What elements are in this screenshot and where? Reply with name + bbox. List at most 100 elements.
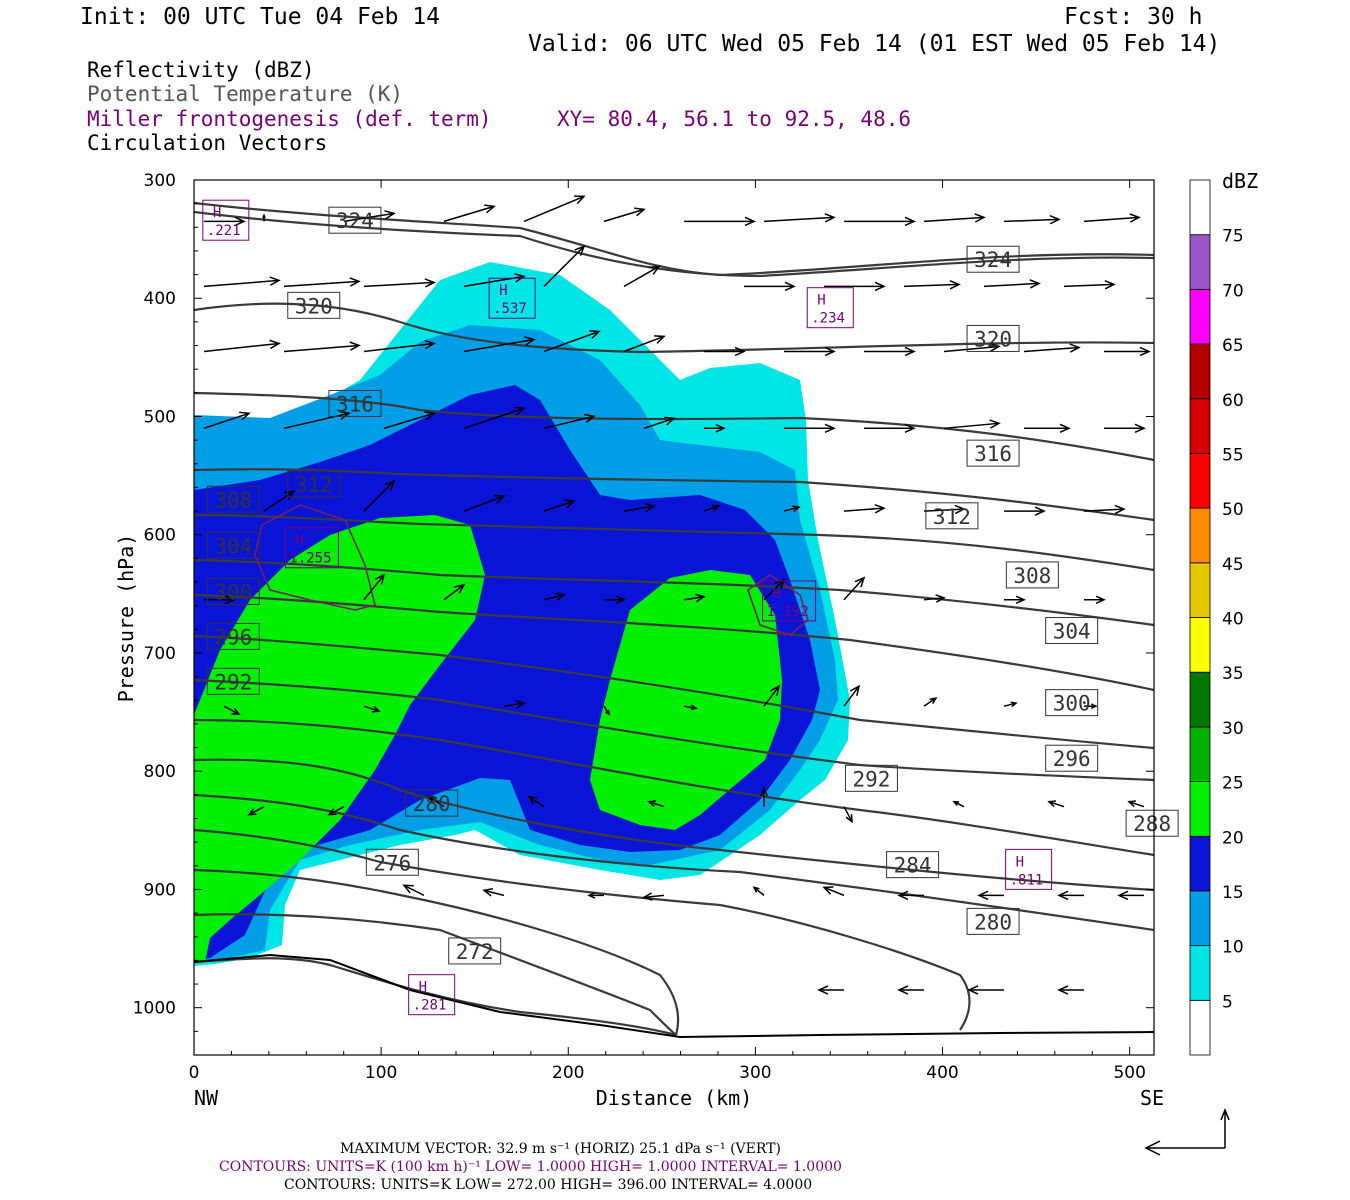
wind-vector <box>683 705 697 709</box>
theta-label: 292 <box>206 667 260 695</box>
y-tick-label: 800 <box>144 762 176 782</box>
wind-vector-head <box>752 886 760 893</box>
svg-text:316: 316 <box>336 392 374 416</box>
wind-vector-head <box>1057 985 1069 995</box>
wind-vector-head <box>695 593 706 603</box>
wind-vector-head <box>769 684 781 696</box>
svg-text:H: H <box>499 283 507 299</box>
wind-vector-head <box>574 245 586 256</box>
svg-text:H: H <box>213 205 221 221</box>
svg-text:292: 292 <box>214 670 252 694</box>
wind-vector-head <box>247 808 257 816</box>
colorbar-level-label: 35 <box>1222 664 1244 684</box>
wind-vector <box>783 506 800 512</box>
wind-vector <box>1083 216 1140 223</box>
wind-vector-head <box>1069 343 1081 353</box>
colorbar-level-label: 10 <box>1222 938 1244 958</box>
wind-vector-head <box>1049 214 1061 225</box>
wind-vector-head <box>690 704 698 711</box>
wind-vector <box>463 407 525 430</box>
wind-vector <box>1063 283 1115 288</box>
colorbar-swatch <box>1189 453 1211 509</box>
theta-labels: 324 324 320 320 316 316 312 312 308 308 304 304 300 3… <box>206 206 1179 965</box>
frontogenesis-max: H .281 <box>408 974 456 1016</box>
wind-vector-head <box>712 504 721 512</box>
wind-vector-head <box>1117 890 1129 901</box>
wind-vector <box>203 279 280 288</box>
wind-vector <box>363 574 385 601</box>
wind-vector <box>203 342 280 353</box>
y-tick-label: 1000 <box>133 999 176 1019</box>
colorbar-level-label: 40 <box>1222 610 1244 630</box>
colorbar-swatch <box>1189 562 1211 618</box>
svg-text:.221: .221 <box>207 223 241 239</box>
svg-text:.234: .234 <box>811 311 845 327</box>
svg-text:288: 288 <box>1133 812 1171 836</box>
theta-label: 272 <box>448 937 502 965</box>
frontogenesis-max: H .234 <box>806 287 854 329</box>
dbz-20-fill-right <box>590 570 782 830</box>
wind-vector-head <box>224 595 236 605</box>
theta-label: 316 <box>966 439 1020 467</box>
wind-vector-head <box>974 213 986 223</box>
wind-vector-head <box>760 786 768 797</box>
field-theta: Potential Temperature (K) <box>87 82 403 106</box>
svg-text:H: H <box>295 533 303 549</box>
theta-label: 308 <box>206 485 260 513</box>
wind-vector-head <box>374 573 386 585</box>
theta-label: 280 <box>966 907 1020 935</box>
wind-vector <box>763 216 835 223</box>
wind-vector-head <box>952 800 959 806</box>
valid-time: Valid: 06 UTC Wed 05 Feb 14 (01 EST Wed … <box>528 31 1220 57</box>
svg-text:304: 304 <box>214 534 252 558</box>
svg-text:296: 296 <box>1053 747 1091 771</box>
theta-label: 284 <box>886 851 940 879</box>
wind-vector <box>363 281 435 288</box>
wind-vector-head <box>231 707 241 716</box>
y-tick-label: 900 <box>144 880 176 900</box>
wind-vector-head <box>384 210 396 220</box>
wind-vector-head <box>822 886 834 895</box>
wind-vector-head <box>527 795 537 804</box>
wind-vector-head <box>484 204 496 214</box>
y-tick-label: 300 <box>144 171 176 191</box>
wind-vector <box>623 335 665 353</box>
svg-text:304: 304 <box>1053 620 1091 644</box>
colorbar-swatch <box>1189 890 1211 947</box>
wind-vector-head <box>989 419 1001 429</box>
x-axis-label: Distance (km) <box>596 1086 753 1110</box>
wind-vector <box>843 507 885 512</box>
wind-vector-head <box>1127 800 1136 807</box>
svg-text:280: 280 <box>974 910 1012 934</box>
svg-text:H: H <box>817 293 825 309</box>
wind-vector-head <box>967 985 979 995</box>
wind-vector-head <box>424 411 436 421</box>
wind-vector <box>543 330 600 353</box>
theta-label: 320 <box>287 291 341 319</box>
wind-vector-head <box>372 705 381 713</box>
wind-vector-head <box>564 499 576 509</box>
wind-vector-head <box>664 416 676 426</box>
wind-vector-head <box>427 795 437 804</box>
wind-vector <box>923 508 965 512</box>
wind-vector-head <box>644 502 656 513</box>
wind-vector-head <box>654 335 666 344</box>
wind-vector <box>503 702 525 707</box>
wind-vector-head <box>954 504 966 515</box>
frontogenesis-max: H 1.255 <box>284 527 339 569</box>
colorbar-swatch <box>1189 835 1211 892</box>
colorbar-level-label: 15 <box>1222 883 1244 903</box>
theta-contours <box>194 201 1154 1037</box>
wind-vector-head <box>584 413 596 423</box>
wind-vector <box>823 886 845 897</box>
svg-text:292: 292 <box>852 767 890 791</box>
wind-vector-head <box>1059 423 1071 434</box>
plot-area <box>194 201 1154 1039</box>
wind-vector-head <box>1104 280 1116 290</box>
contours-theta-note: CONTOURS: UNITS=K LOW= 272.00 HIGH= 396.… <box>284 1177 812 1193</box>
x-tick-label: 200 <box>552 1063 584 1083</box>
colorbar-swatch <box>1189 999 1211 1056</box>
wind-vector-head <box>649 265 661 275</box>
svg-text:H: H <box>773 586 781 602</box>
wind-vector-head <box>1029 279 1041 289</box>
